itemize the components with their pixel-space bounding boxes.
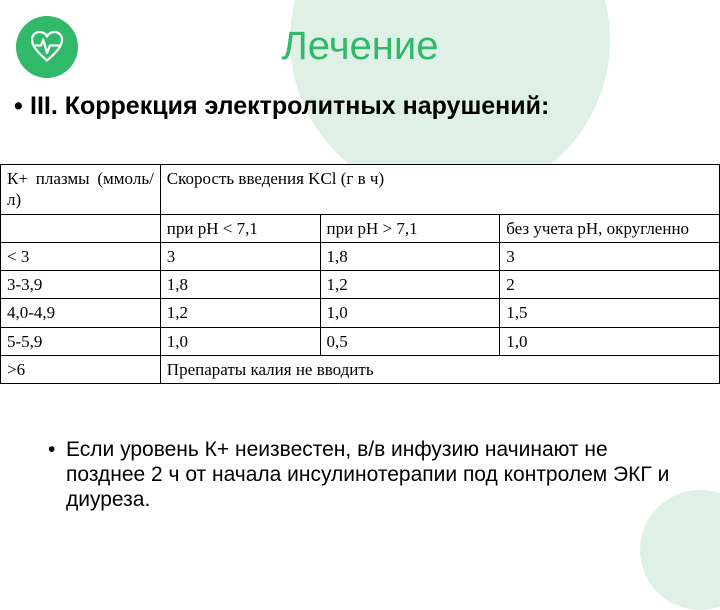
table-subheader-row: при pH < 7,1 при pH > 7,1 без учета pH, … <box>1 214 720 242</box>
cell: 0,5 <box>320 327 500 355</box>
table-header-row: К+ плазмы (ммоль/л) Скорость введения KC… <box>1 165 720 215</box>
subheader-c3: без учета pH, округленно <box>500 214 720 242</box>
cell: 1,0 <box>160 327 320 355</box>
cell: 4,0-4,9 <box>1 299 161 327</box>
subheader-c2: при pH > 7,1 <box>320 214 500 242</box>
subheader-c0 <box>1 214 161 242</box>
footer-cspan: Препараты калия не вводить <box>160 355 719 383</box>
cell: 1,2 <box>320 271 500 299</box>
header-c1span: Скорость введения KCl (г в ч) <box>160 165 719 215</box>
table-row: 3-3,9 1,8 1,2 2 <box>1 271 720 299</box>
slide-title: Лечение <box>0 24 720 69</box>
cell: 1,0 <box>320 299 500 327</box>
bullet-main: III. Коррекция электролитных нарушений: <box>30 92 670 121</box>
cell: 5-5,9 <box>1 327 161 355</box>
cell: 3-3,9 <box>1 271 161 299</box>
table-row: 5-5,9 1,0 0,5 1,0 <box>1 327 720 355</box>
cell: 1,8 <box>160 271 320 299</box>
table-footer-row: >6 Препараты калия не вводить <box>1 355 720 383</box>
cell: 1,5 <box>500 299 720 327</box>
cell: 1,8 <box>320 242 500 270</box>
table-row: < 3 3 1,8 3 <box>1 242 720 270</box>
cell: 1,0 <box>500 327 720 355</box>
cell: 3 <box>160 242 320 270</box>
table-row: 4,0-4,9 1,2 1,0 1,5 <box>1 299 720 327</box>
cell: 3 <box>500 242 720 270</box>
cell: 2 <box>500 271 720 299</box>
cell: 1,2 <box>160 299 320 327</box>
footer-c0: >6 <box>1 355 161 383</box>
cell: < 3 <box>1 242 161 270</box>
bullet-note: Если уровень К+ неизвестен, в/в инфузию … <box>66 438 676 512</box>
header-c0: К+ плазмы (ммоль/л) <box>1 165 161 215</box>
subheader-c1: при pH < 7,1 <box>160 214 320 242</box>
kcl-table: К+ плазмы (ммоль/л) Скорость введения KC… <box>0 164 720 384</box>
